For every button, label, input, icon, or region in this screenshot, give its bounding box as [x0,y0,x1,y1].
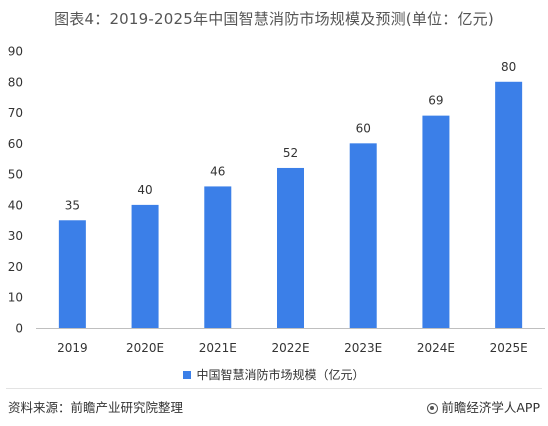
bar-2021E [204,186,232,328]
brand-label: 前瞻经济学人APP [441,400,540,415]
x-tick-label-2019: 2019 [57,341,88,355]
x-tick-label-2024E: 2024E [417,341,455,355]
bar-2020E [131,204,159,328]
y-tick-label: 70 [8,106,23,120]
y-tick-label: 10 [8,291,23,305]
data-label-2023E: 60 [356,121,371,135]
qianzhan-logo-icon [427,403,439,414]
value-labels: 35 40 46 52 60 69 80 [65,60,517,212]
y-tick-label: 0 [15,322,23,336]
y-tick-label: 40 [8,198,23,212]
x-tick-label-2020E: 2020E [126,341,164,355]
y-tick-label: 30 [8,229,23,243]
bar-2023E [349,143,377,328]
y-tick-label: 20 [8,260,23,274]
data-label-2019: 35 [65,198,80,212]
x-axis: 2019 2020E 2021E 2022E 2023E 2024E 2025E [57,341,528,355]
brand: 前瞻经济学人APP [427,397,540,416]
y-tick-label: 50 [8,168,23,182]
bars [58,81,523,329]
bar-2019 [58,220,86,328]
x-tick-label-2023E: 2023E [344,341,382,355]
legend-swatch [183,371,192,379]
bar-2022E [277,167,304,328]
data-label-2021E: 46 [210,164,225,178]
source-note: 资料来源：前瞻产业研究院整理 [8,400,184,415]
y-tick-label: 80 [8,75,23,89]
footer-divider [6,388,542,389]
data-label-2022E: 52 [283,146,298,160]
chart-title: 图表4：2019-2025年中国智慧消防市场规模及预测(单位：亿元) [54,10,494,28]
y-axis: 0 10 20 30 40 50 60 70 80 90 [8,45,23,336]
bar-2024E [422,115,450,328]
y-tick-label: 90 [8,45,23,59]
bar-2025E [495,81,523,329]
y-tick-label: 60 [8,137,23,151]
data-label-2024E: 69 [428,94,443,108]
x-tick-label-2021E: 2021E [199,341,237,355]
x-tick-label-2025E: 2025E [490,341,528,355]
legend-label: 中国智慧消防市场规模（亿元） [196,368,365,382]
data-label-2020E: 40 [137,183,152,197]
legend: 中国智慧消防市场规模（亿元） [0,366,548,383]
data-label-2025E: 80 [501,60,516,74]
x-tick-label-2022E: 2022E [271,341,309,355]
